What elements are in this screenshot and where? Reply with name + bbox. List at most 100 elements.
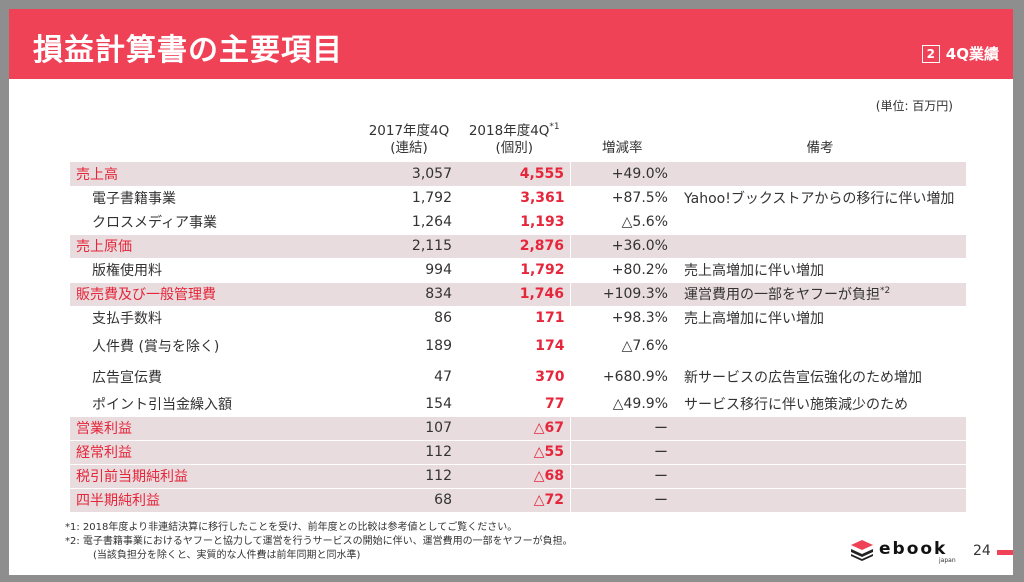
- row-rate: △49.9%: [570, 392, 674, 417]
- row-note: [674, 210, 966, 235]
- row-rate: ー: [570, 416, 674, 441]
- row-name: 電子書籍事業: [70, 186, 360, 211]
- row-value-2017: 47: [360, 361, 458, 393]
- row-value-2018-text: 77: [545, 396, 565, 412]
- table-row: 販売費及び一般管理費 834 1,746 +109.3% 運営費用の一部をヤフーが負担*…: [70, 282, 966, 307]
- row-rate-text: ー: [654, 445, 668, 461]
- footnote-2b: (当該負担分を除くと、実質的な人件費は前年同期と同水準): [93, 550, 361, 561]
- row-note: [674, 464, 966, 489]
- section-tag: 2 4Q業績: [921, 43, 999, 64]
- row-value-2017: 112: [360, 464, 458, 489]
- row-name: 人件費 (賞与を除く): [70, 330, 360, 362]
- row-value-2018-text: 4,555: [519, 165, 564, 182]
- row-note: 運営費用の一部をヤフーが負担*2: [674, 282, 966, 307]
- row-name-text: 支払手数料: [92, 311, 162, 327]
- logo-subtext: japan: [939, 557, 956, 564]
- row-note-text: サービス移行に伴い施策減少のため: [684, 397, 908, 413]
- row-note: [674, 162, 966, 187]
- row-rate: △5.6%: [570, 210, 674, 235]
- header-2017: 2017年度4Q (連結): [360, 115, 458, 162]
- row-name: 経常利益: [70, 440, 360, 465]
- row-value-2018: 1,792: [458, 258, 571, 283]
- page-number: 24: [973, 543, 991, 559]
- row-value-2018: 171: [458, 306, 571, 331]
- section-number: 2: [921, 44, 940, 63]
- header-2018: 2018年度4Q*1 (個別): [458, 115, 571, 162]
- page-title: 損益計算書の主要項目: [33, 33, 343, 68]
- row-value-2018-text: △55: [533, 444, 564, 460]
- header-bar: 損益計算書の主要項目 2 4Q業績: [9, 9, 1013, 79]
- row-value-2017-text: 47: [434, 368, 452, 385]
- row-value-2018: △55: [458, 440, 571, 465]
- row-rate-text: △7.6%: [621, 337, 668, 354]
- table-row: 税引前当期純利益 112 △68 ー: [70, 464, 966, 489]
- row-name-text: クロスメディア事業: [92, 215, 218, 231]
- row-value-2017-text: 107: [425, 420, 452, 436]
- row-name-text: 経常利益: [76, 445, 132, 461]
- row-value-2017: 1,792: [360, 186, 458, 211]
- table-row: 四半期純利益 68 △72 ー: [70, 488, 966, 513]
- row-value-2017: 994: [360, 258, 458, 283]
- row-value-2017: 107: [360, 416, 458, 441]
- row-name-text: 売上高: [76, 166, 118, 183]
- header-2018-sup: *1: [549, 122, 560, 132]
- row-rate-text: +680.9%: [602, 368, 668, 385]
- row-rate: ー: [570, 488, 674, 513]
- pl-table: 2017年度4Q (連結) 2018年度4Q*1 (個別) 増減率 備考 売上高…: [70, 115, 966, 513]
- row-note: [674, 234, 966, 259]
- table-row: 営業利益 107 △67 ー: [70, 416, 966, 441]
- table-row: 売上原価 2,115 2,876 +36.0%: [70, 234, 966, 259]
- row-rate-text: +87.5%: [611, 190, 668, 206]
- row-note: [674, 440, 966, 465]
- row-value-2017-text: 3,057: [411, 165, 452, 182]
- row-name-text: 売上原価: [76, 239, 132, 255]
- row-rate-text: +98.3%: [611, 310, 668, 326]
- table-header-row: 2017年度4Q (連結) 2018年度4Q*1 (個別) 増減率 備考: [70, 115, 966, 162]
- row-value-2017: 112: [360, 440, 458, 465]
- row-value-2018: 370: [458, 361, 571, 393]
- row-rate: ー: [570, 464, 674, 489]
- ebook-logo: ebook japan: [849, 537, 956, 564]
- book-stack-icon: [849, 537, 875, 561]
- table-row: ポイント引当金繰入額 154 77 △49.9% サービス移行に伴い施策減少のため: [70, 392, 966, 417]
- row-name: 支払手数料: [70, 306, 360, 331]
- row-value-2018: 174: [458, 330, 571, 362]
- row-note-text: 新サービスの広告宣伝強化のため増加: [684, 369, 922, 386]
- row-rate-text: +36.0%: [611, 238, 668, 254]
- row-value-2018-text: 2,876: [519, 238, 564, 254]
- header-blank: [70, 115, 360, 162]
- row-value-2018-text: 1,792: [520, 262, 565, 278]
- row-name: 営業利益: [70, 416, 360, 441]
- row-rate: +36.0%: [570, 234, 674, 259]
- row-value-2018: 3,361: [458, 186, 571, 211]
- row-rate: △7.6%: [570, 330, 674, 362]
- row-note-text: 売上高増加に伴い増加: [684, 311, 824, 327]
- row-note: [674, 416, 966, 441]
- unit-label: (単位: 百万円): [875, 99, 953, 113]
- row-value-2018-text: △72: [533, 492, 564, 508]
- row-value-2018-text: △67: [533, 420, 564, 436]
- row-name-text: 営業利益: [76, 421, 132, 437]
- row-rate: +80.2%: [570, 258, 674, 283]
- row-note: [674, 488, 966, 513]
- row-rate-text: +49.0%: [611, 165, 668, 182]
- row-value-2018: 1,746: [458, 282, 571, 307]
- row-value-2017: 3,057: [360, 162, 458, 187]
- row-value-2018-text: 1,746: [519, 286, 564, 302]
- row-name: 税引前当期純利益: [70, 464, 360, 489]
- row-note-text: 売上高増加に伴い増加: [684, 263, 824, 279]
- row-name-text: 版権使用料: [92, 263, 162, 279]
- row-rate-text: ー: [654, 421, 668, 437]
- row-value-2017: 834: [360, 282, 458, 307]
- pl-table-body: 売上高 3,057 4,555 +49.0% 電子書籍事業 1,792 3,361 +87.5…: [70, 162, 966, 513]
- row-value-2017-text: 1,264: [411, 214, 452, 230]
- row-value-2018: △67: [458, 416, 571, 441]
- row-name-text: 税引前当期純利益: [76, 469, 188, 485]
- row-note-text: 運営費用の一部をヤフーが負担: [684, 287, 880, 303]
- table-row: 支払手数料 86 171 +98.3% 売上高増加に伴い増加: [70, 306, 966, 331]
- section-label: 4Q業績: [945, 45, 999, 63]
- row-value-2017-text: 189: [425, 337, 452, 354]
- row-rate-text: ー: [654, 493, 668, 509]
- row-name-text: 広告宣伝費: [92, 369, 162, 386]
- row-rate-text: △49.9%: [612, 396, 668, 412]
